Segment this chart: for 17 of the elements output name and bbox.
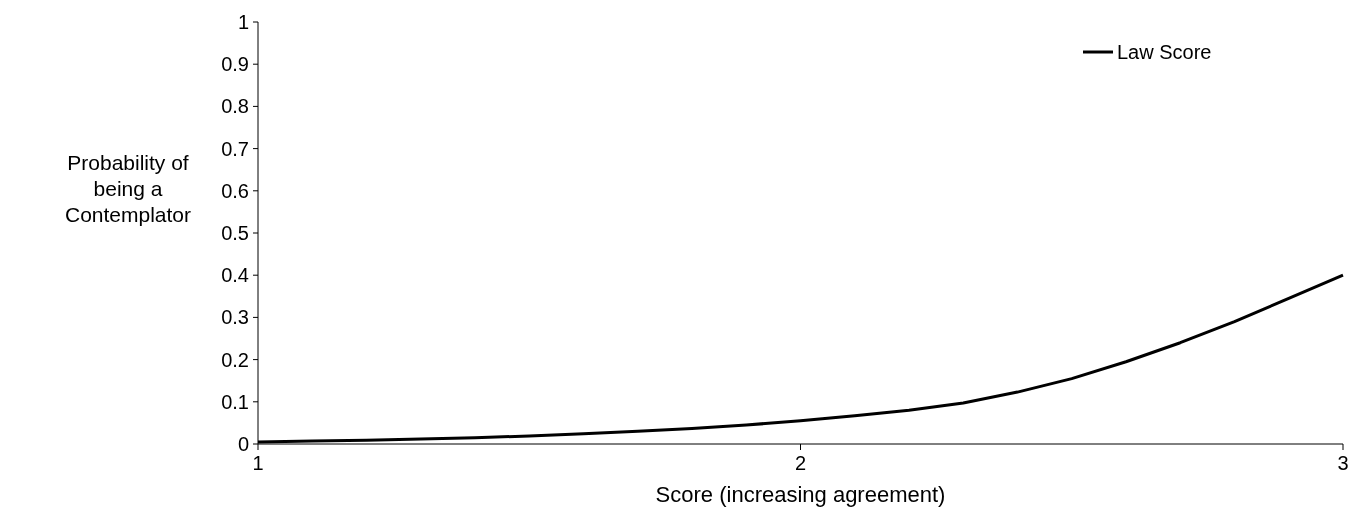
y-axis-title: Probability of being a Contemplator (64, 150, 192, 226)
y-tick-label: 0.7 (221, 137, 249, 160)
x-tick-label: 3 (1337, 452, 1349, 474)
y-tick-label: 0.4 (221, 264, 249, 287)
y-tick-label: 0.1 (221, 390, 249, 413)
x-tick-label: 2 (794, 452, 807, 474)
y-tick-label: 0.6 (221, 179, 249, 202)
y-tick-label: 1 (237, 11, 249, 33)
y-tick-label: 0.3 (221, 306, 249, 329)
y-tick-label: 0.9 (221, 53, 249, 76)
y-tick-label: 0 (237, 433, 249, 455)
y-tick-label: 0.2 (221, 348, 249, 371)
x-tick-label: 1 (252, 452, 264, 474)
legend-label: Law Score (1117, 41, 1212, 63)
x-axis-title: Score (increasing agreement) (655, 482, 946, 507)
y-tick-label: 0.8 (221, 95, 249, 118)
y-tick-label: 0.5 (221, 222, 249, 244)
